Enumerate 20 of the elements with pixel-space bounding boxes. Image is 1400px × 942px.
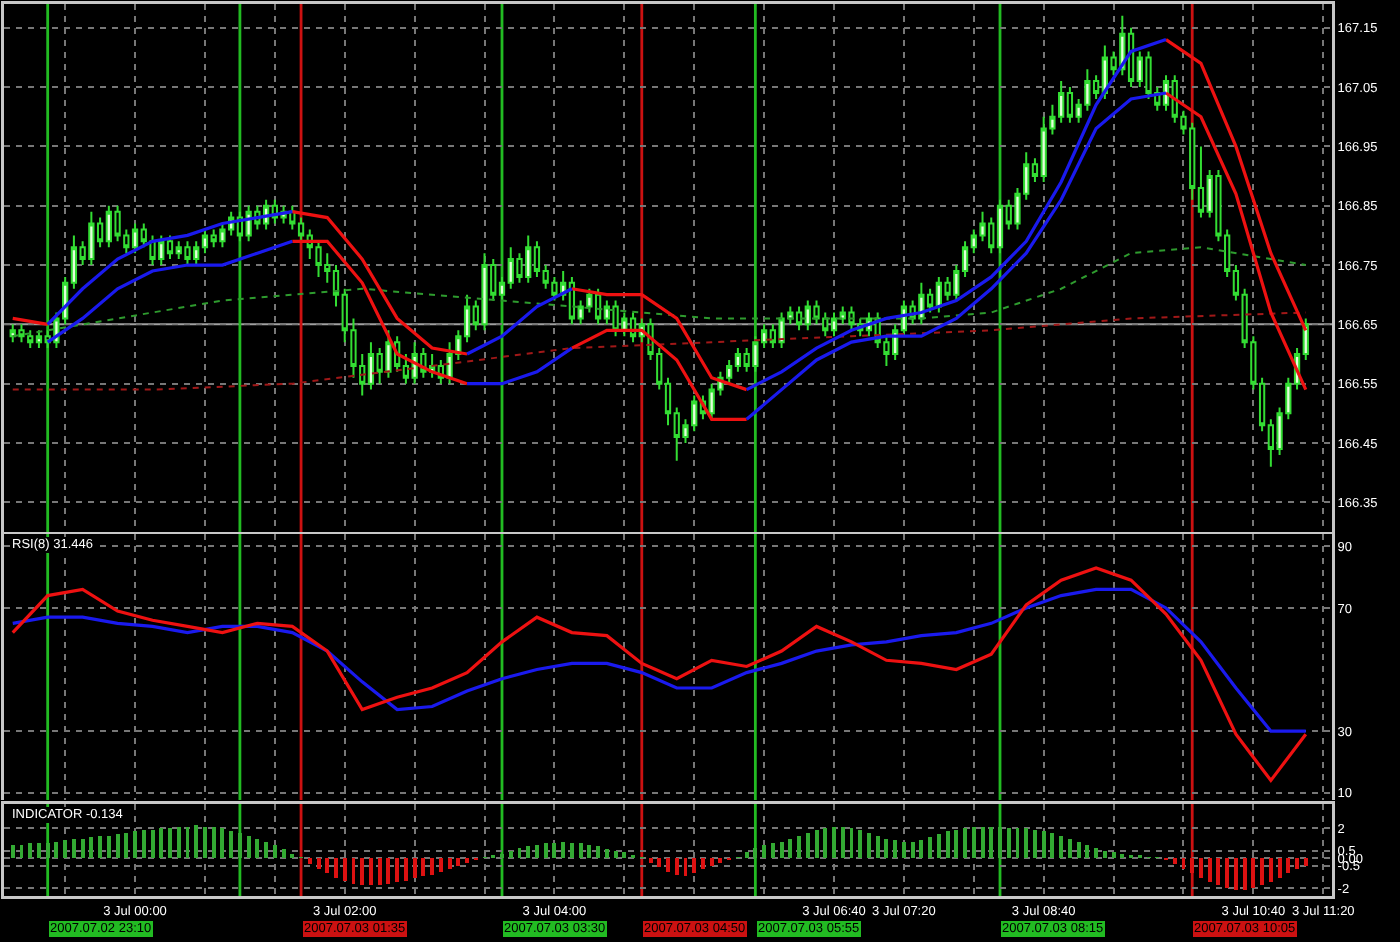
candlestick bbox=[184, 240, 191, 267]
line-series bbox=[11, 587, 1308, 733]
candlestick bbox=[88, 210, 95, 267]
candlestick bbox=[612, 299, 619, 338]
line-series bbox=[11, 246, 1307, 338]
candlestick bbox=[201, 228, 209, 255]
candlestick bbox=[166, 234, 174, 261]
candlestick bbox=[1066, 86, 1074, 124]
candlestick bbox=[385, 329, 392, 379]
line-series bbox=[11, 311, 1307, 391]
candlestick bbox=[131, 222, 139, 255]
candlestick bbox=[18, 323, 25, 344]
candlestick bbox=[367, 341, 375, 391]
candlestick bbox=[778, 311, 785, 350]
line-series bbox=[11, 566, 1308, 783]
candlestick bbox=[996, 198, 1004, 255]
candlestick bbox=[795, 305, 803, 332]
candlestick bbox=[35, 329, 43, 350]
candlestick bbox=[481, 252, 488, 332]
candlestick bbox=[830, 311, 838, 338]
